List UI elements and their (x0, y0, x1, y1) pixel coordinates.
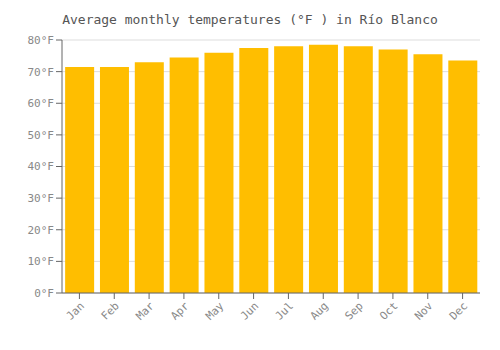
svg-text:Jan: Jan (64, 299, 87, 322)
svg-text:60°F: 60°F (28, 97, 55, 110)
svg-text:Feb: Feb (99, 299, 122, 322)
svg-text:50°F: 50°F (28, 129, 55, 142)
svg-text:Nov: Nov (412, 299, 436, 323)
svg-text:70°F: 70°F (28, 66, 55, 79)
svg-text:Dec: Dec (447, 299, 470, 322)
svg-text:0°F: 0°F (34, 287, 54, 300)
svg-text:80°F: 80°F (28, 34, 55, 47)
svg-text:10°F: 10°F (28, 255, 55, 268)
svg-text:Oct: Oct (377, 299, 400, 322)
svg-text:30°F: 30°F (28, 192, 55, 205)
html-text:Average monthly temperatures (: Average monthly temperatures (°F ) in Rí… (62, 12, 438, 27)
svg-text:Jun: Jun (238, 299, 261, 322)
svg-text:May: May (203, 299, 227, 323)
svg-text:Jul: Jul (273, 299, 296, 322)
svg-text:Apr: Apr (168, 299, 192, 323)
svg-text:20°F: 20°F (28, 224, 55, 237)
svg-text:40°F: 40°F (28, 160, 55, 173)
svg-text:Aug: Aug (308, 299, 331, 322)
svg-text:Sep: Sep (342, 299, 365, 322)
svg-text:Mar: Mar (133, 299, 157, 323)
